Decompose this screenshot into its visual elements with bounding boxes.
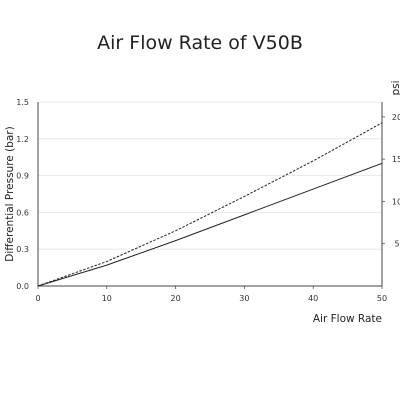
x-tick-label: 20 — [171, 294, 181, 303]
series-line-solid — [37, 162, 383, 287]
y-tick-label: 0.6 — [16, 208, 29, 217]
y-tick-label: 1.2 — [16, 135, 29, 144]
y-axis-label: Differential Pressure (bar) — [4, 126, 16, 261]
axes — [37, 102, 385, 289]
y2-tick-label: 15 — [392, 155, 400, 164]
x-tick-label: 0 — [35, 294, 40, 303]
y2-tick-label: 20 — [392, 113, 400, 122]
y2-tick-label: 5 — [394, 240, 399, 249]
tick-labels: 0.0 0.3 0.6 0.9 1.2 1.5 5 10 15 20 0 10 20 30 40 50 — [16, 98, 400, 303]
y2-axis-label: psi — [390, 80, 400, 95]
y-tick-label: 0.9 — [16, 172, 29, 181]
y-tick-label: 0.3 — [16, 245, 29, 254]
y-tick-label: 0.0 — [16, 282, 29, 291]
x-tick-label: 40 — [308, 294, 318, 303]
chart-title: Air Flow Rate of V50B — [97, 32, 303, 54]
series-group — [37, 122, 383, 287]
grid-lines — [38, 101, 382, 250]
x-axis-label: Air Flow Rate — [313, 313, 382, 325]
x-tick-label: 30 — [239, 294, 249, 303]
y2-tick-label: 10 — [392, 197, 400, 206]
x-tick-label: 50 — [377, 294, 387, 303]
x-tick-label: 10 — [102, 294, 112, 303]
series-line-dashed — [37, 122, 383, 287]
y-tick-label: 1.5 — [16, 98, 29, 107]
